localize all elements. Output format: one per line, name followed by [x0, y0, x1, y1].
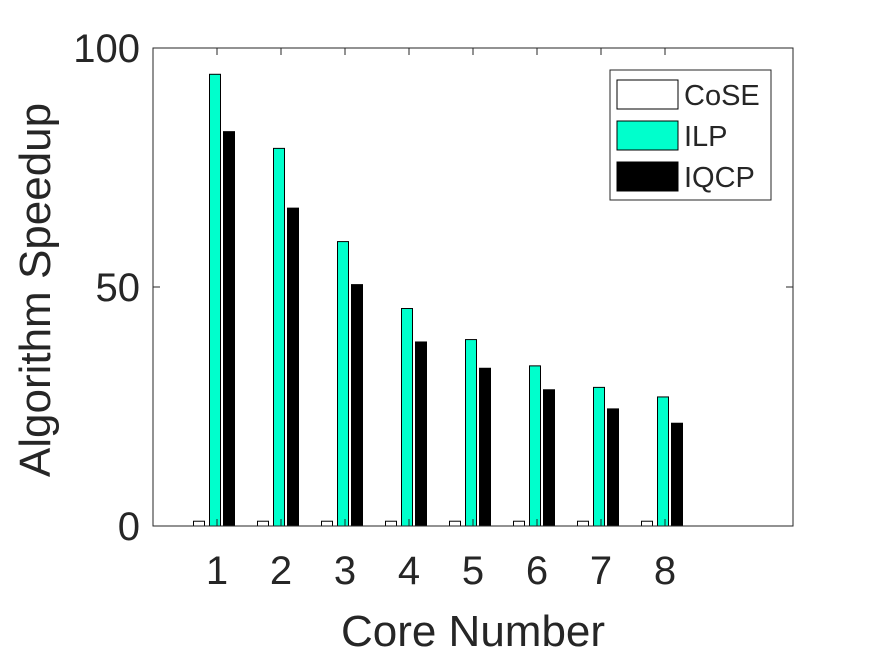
legend-swatch-cose [616, 79, 679, 110]
x-tick-label-8: 8 [654, 549, 676, 593]
bar-iqcp-7 [607, 408, 619, 527]
legend-label-ilp: ILP [684, 121, 728, 153]
bar-iqcp-5 [479, 367, 491, 527]
bar-cose-4 [385, 520, 397, 527]
bar-cose-7 [577, 520, 589, 527]
x-tick-label-6: 6 [526, 549, 548, 593]
bars-layer [193, 73, 683, 527]
x-tick-label-2: 2 [270, 549, 292, 593]
legend-label-cose: CoSE [684, 80, 760, 112]
bar-ilp-8 [657, 396, 669, 527]
bar-cose-6 [513, 520, 525, 527]
y-axis-label: Algorithm Speedup [11, 103, 60, 477]
bar-ilp-6 [529, 365, 541, 527]
bar-iqcp-1 [223, 131, 235, 527]
legend: CoSE ILP IQCP [609, 69, 772, 201]
x-tick-label-3: 3 [334, 549, 356, 593]
bar-ilp-2 [273, 147, 285, 527]
legend-label-iqcp: IQCP [684, 162, 755, 194]
bar-cose-3 [321, 520, 333, 527]
legend-swatch-ilp [616, 120, 679, 151]
legend-swatch-iqcp [616, 161, 679, 192]
y-tick-label-50: 50 [96, 266, 141, 310]
bar-ilp-3 [337, 241, 349, 527]
x-tick-label-5: 5 [462, 549, 484, 593]
x-tick-label-4: 4 [398, 549, 420, 593]
bar-ilp-5 [465, 339, 477, 527]
bar-ilp-4 [401, 308, 413, 527]
bar-ilp-7 [593, 386, 605, 527]
bar-iqcp-2 [287, 207, 299, 527]
bar-ilp-1 [209, 73, 221, 527]
bar-cose-1 [193, 520, 205, 527]
y-tick-label-0: 0 [118, 505, 140, 549]
bar-cose-8 [641, 520, 653, 527]
bar-iqcp-6 [543, 389, 555, 527]
x-axis-label: Core Number [341, 607, 605, 656]
bar-cose-5 [449, 520, 461, 527]
axes-layer: 0 50 100 1 2 3 4 5 6 7 8 [73, 27, 794, 593]
x-tick-label-1: 1 [206, 549, 228, 593]
bar-iqcp-3 [351, 284, 363, 527]
y-tick-label-100: 100 [73, 27, 140, 71]
bar-iqcp-4 [415, 341, 427, 527]
bar-iqcp-8 [671, 422, 683, 527]
bar-cose-2 [257, 520, 269, 527]
x-tick-label-7: 7 [590, 549, 612, 593]
